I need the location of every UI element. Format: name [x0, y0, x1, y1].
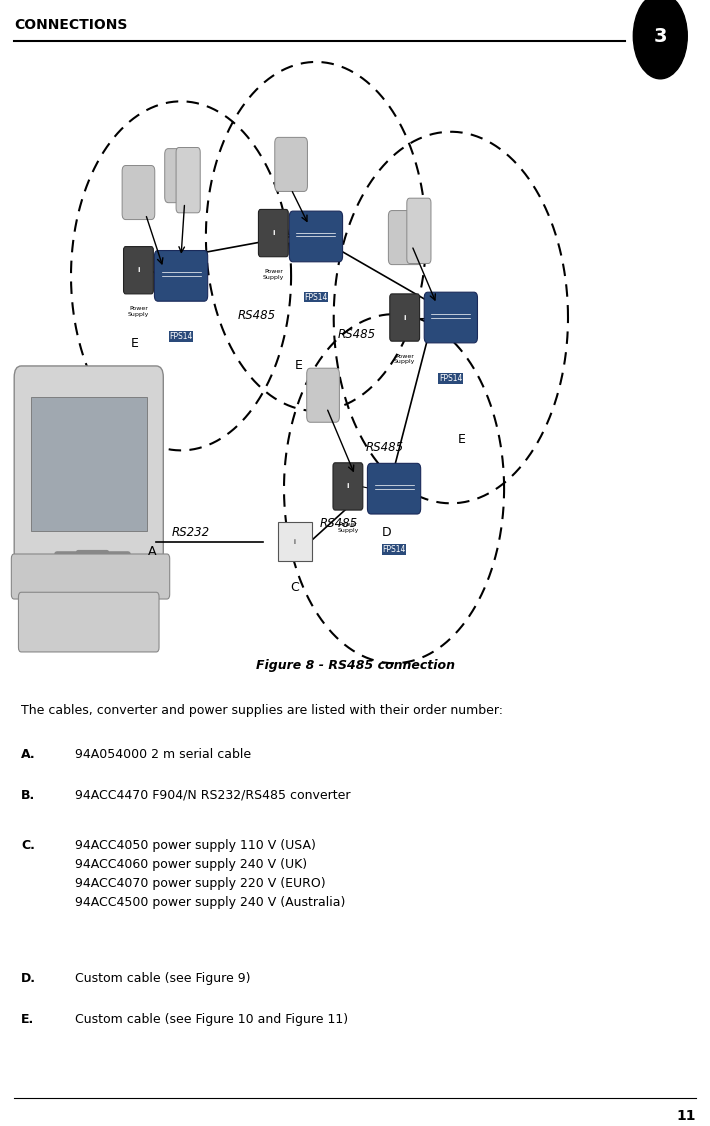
- Text: B: B: [290, 549, 299, 563]
- Text: B.: B.: [21, 789, 36, 802]
- Text: E.: E.: [21, 1012, 35, 1026]
- Text: Custom cable (see Figure 10 and Figure 11): Custom cable (see Figure 10 and Figure 1…: [75, 1012, 348, 1026]
- Text: RS485: RS485: [320, 517, 358, 530]
- Text: C: C: [290, 581, 299, 595]
- FancyBboxPatch shape: [11, 554, 170, 599]
- FancyBboxPatch shape: [368, 463, 420, 513]
- FancyBboxPatch shape: [176, 148, 200, 213]
- FancyBboxPatch shape: [307, 368, 339, 422]
- Text: RS485: RS485: [337, 328, 376, 341]
- Text: 3: 3: [653, 27, 667, 45]
- FancyBboxPatch shape: [258, 209, 288, 257]
- FancyBboxPatch shape: [407, 198, 431, 263]
- Text: E: E: [131, 337, 139, 350]
- Text: FPS14: FPS14: [305, 293, 327, 302]
- Text: RS485: RS485: [366, 440, 404, 454]
- Text: CONNECTIONS: CONNECTIONS: [14, 18, 128, 32]
- Text: The cables, converter and power supplies are listed with their order number:: The cables, converter and power supplies…: [21, 704, 503, 717]
- Text: i: i: [272, 230, 275, 236]
- Text: E: E: [294, 359, 302, 373]
- Text: i: i: [346, 483, 349, 490]
- Text: Figure 8 - RS485 connection: Figure 8 - RS485 connection: [256, 659, 454, 672]
- Text: Power
Supply: Power Supply: [128, 306, 149, 316]
- FancyBboxPatch shape: [290, 211, 342, 261]
- Text: E: E: [457, 432, 466, 446]
- Text: i: i: [403, 314, 406, 321]
- Text: 94ACC4470 F904/N RS232/RS485 converter: 94ACC4470 F904/N RS232/RS485 converter: [75, 789, 350, 802]
- Text: A.: A.: [21, 748, 36, 761]
- FancyBboxPatch shape: [165, 149, 197, 203]
- Text: D: D: [382, 526, 392, 539]
- Text: i: i: [294, 538, 295, 545]
- Text: Power
Supply: Power Supply: [337, 522, 359, 533]
- Text: FPS14: FPS14: [383, 545, 405, 554]
- Text: RS232: RS232: [172, 526, 210, 539]
- FancyBboxPatch shape: [278, 522, 312, 561]
- Text: 94A054000 2 m serial cable: 94A054000 2 m serial cable: [75, 748, 251, 761]
- FancyBboxPatch shape: [18, 592, 159, 652]
- FancyBboxPatch shape: [390, 294, 420, 341]
- Text: A: A: [148, 545, 156, 558]
- Text: D.: D.: [21, 972, 36, 985]
- Text: Power
Supply: Power Supply: [263, 269, 284, 279]
- FancyBboxPatch shape: [122, 166, 155, 220]
- Text: 94ACC4050 power supply 110 V (USA)
94ACC4060 power supply 240 V (UK)
94ACC4070 p: 94ACC4050 power supply 110 V (USA) 94ACC…: [75, 839, 345, 910]
- Text: C.: C.: [21, 839, 36, 852]
- Text: Custom cable (see Figure 9): Custom cable (see Figure 9): [75, 972, 250, 985]
- Text: RS485: RS485: [238, 309, 276, 322]
- Circle shape: [633, 0, 687, 79]
- FancyBboxPatch shape: [155, 250, 207, 301]
- FancyBboxPatch shape: [31, 397, 147, 531]
- FancyBboxPatch shape: [425, 292, 477, 342]
- FancyBboxPatch shape: [333, 463, 363, 510]
- Text: i: i: [137, 267, 140, 274]
- Text: 11: 11: [677, 1109, 696, 1123]
- FancyBboxPatch shape: [388, 211, 421, 265]
- Text: FPS14: FPS14: [170, 332, 192, 341]
- FancyBboxPatch shape: [124, 247, 153, 294]
- Text: Power
Supply: Power Supply: [394, 354, 415, 364]
- FancyBboxPatch shape: [275, 137, 307, 191]
- FancyBboxPatch shape: [14, 366, 163, 563]
- Text: FPS14: FPS14: [439, 374, 462, 383]
